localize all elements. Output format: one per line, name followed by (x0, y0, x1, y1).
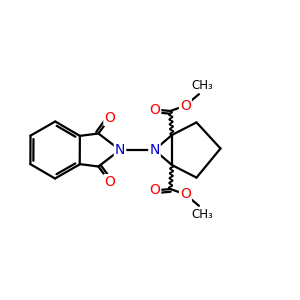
Text: CH₃: CH₃ (191, 208, 213, 221)
Text: N: N (115, 143, 125, 157)
Text: N: N (149, 143, 160, 157)
Text: O: O (149, 103, 160, 116)
Text: O: O (180, 99, 191, 112)
Text: CH₃: CH₃ (191, 79, 213, 92)
Text: O: O (104, 111, 115, 125)
Text: O: O (104, 175, 115, 189)
Text: O: O (149, 184, 160, 197)
Text: O: O (180, 188, 191, 201)
